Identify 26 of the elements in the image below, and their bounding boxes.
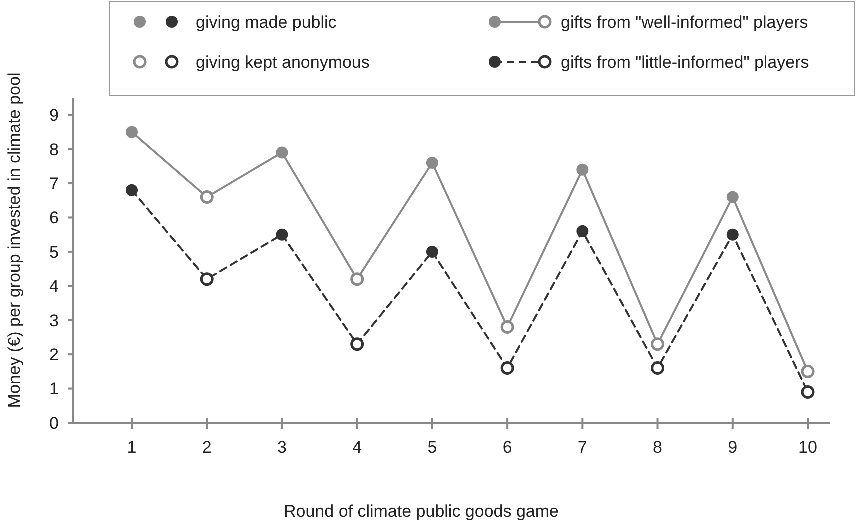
x-tick-label: 1 bbox=[127, 438, 137, 457]
legend-label: giving made public bbox=[196, 12, 338, 32]
x-tick-label: 6 bbox=[502, 438, 512, 457]
x-tick-label: 9 bbox=[728, 438, 738, 457]
y-axis-title: Money (€) per group invested in climate pool bbox=[5, 72, 24, 408]
y-tick-label: 8 bbox=[50, 140, 59, 160]
y-tick-label: 1 bbox=[50, 380, 59, 399]
y-tick-label: 3 bbox=[50, 311, 59, 330]
x-tick-label: 8 bbox=[653, 438, 663, 457]
x-tick-label: 10 bbox=[798, 438, 818, 457]
legend-label: giving kept anonymous bbox=[196, 52, 370, 72]
y-tick-label: 9 bbox=[50, 106, 59, 126]
y-tick-label: 7 bbox=[50, 174, 59, 194]
y-tick-label: 2 bbox=[50, 346, 59, 365]
legend-label: gifts from "little-informed" players bbox=[561, 52, 810, 72]
x-tick-label: 5 bbox=[428, 438, 438, 457]
y-tick-label: 0 bbox=[50, 414, 59, 433]
x-tick-label: 2 bbox=[202, 438, 212, 457]
x-axis-title: Round of climate public goods game bbox=[284, 502, 559, 521]
y-tick-label: 5 bbox=[50, 242, 59, 262]
legend-label: gifts from "well-informed" players bbox=[561, 12, 808, 32]
x-tick-label: 7 bbox=[578, 438, 588, 457]
y-tick-label: 4 bbox=[50, 277, 59, 296]
x-tick-label: 4 bbox=[352, 438, 362, 457]
x-tick-label: 3 bbox=[277, 438, 287, 457]
y-tick-label: 6 bbox=[50, 208, 59, 228]
